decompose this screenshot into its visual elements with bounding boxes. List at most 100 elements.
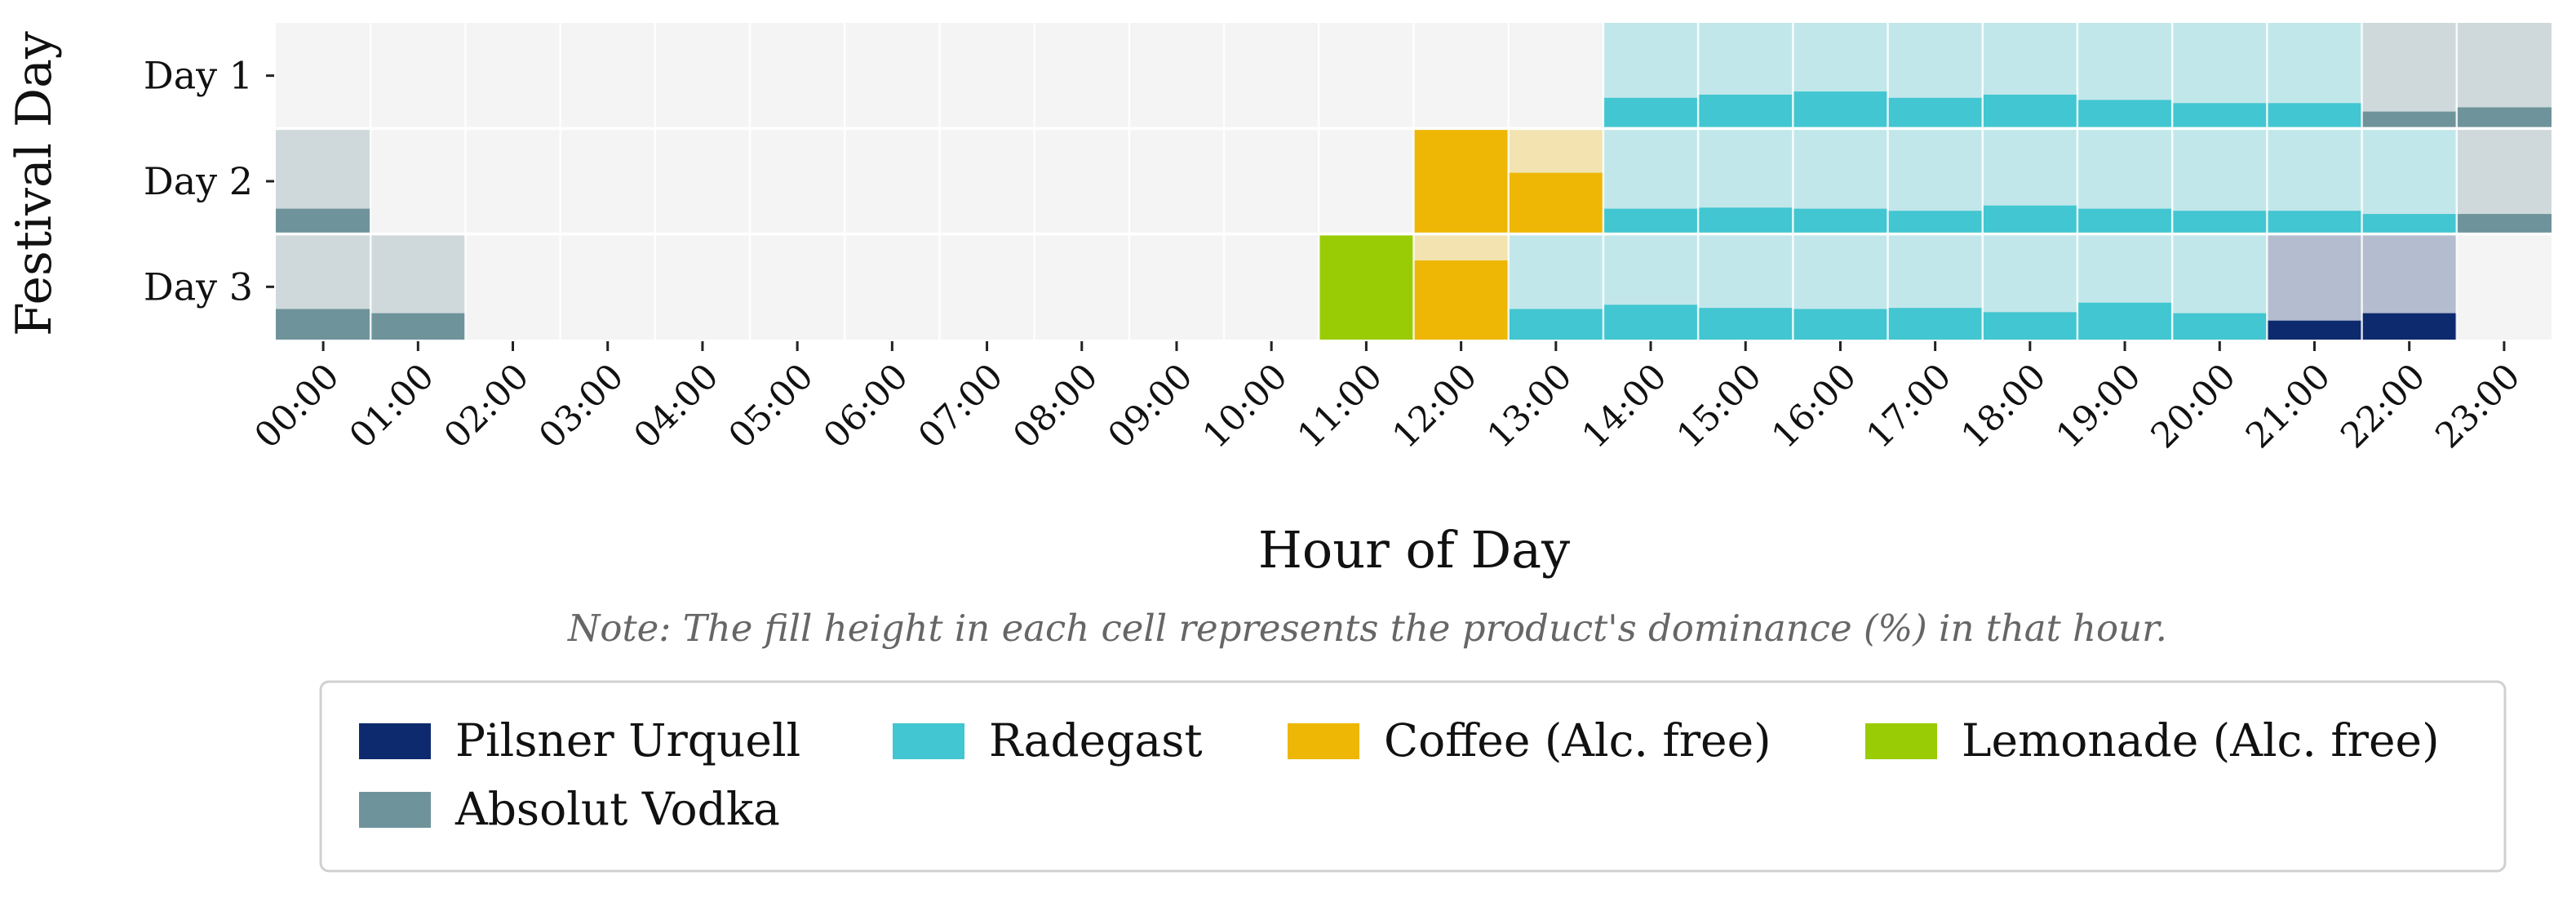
heatmap-cell — [2267, 233, 2362, 340]
dominance-fill-bar — [1319, 233, 1414, 340]
legend-swatch — [1865, 723, 1937, 759]
legend-label: Coffee (Alc. free) — [1384, 714, 1771, 767]
x-tick-label: 12:00 — [1385, 356, 1485, 456]
dominance-fill-bar — [1413, 128, 1509, 234]
heatmap-cell — [2077, 128, 2173, 234]
dominance-fill-bar — [2361, 313, 2457, 340]
heatmap-cell — [1793, 128, 1888, 234]
dominance-fill-bar — [1982, 205, 2077, 234]
heatmap-cell — [1698, 23, 1793, 129]
x-tick-label: 01:00 — [342, 356, 442, 456]
dominance-fill-bar — [1887, 211, 1983, 234]
y-tick-label: Day 2 — [144, 159, 253, 203]
dominance-fill-bar — [2077, 302, 2173, 340]
x-tick-label: 14:00 — [1575, 356, 1675, 456]
chart-note: Note: The fill height in each cell repre… — [567, 607, 2167, 650]
y-tick-label: Day 3 — [144, 265, 253, 309]
heatmap-cell — [1508, 233, 1603, 340]
dominance-fill-bar — [1698, 207, 1793, 234]
dominance-fill-bar — [1603, 208, 1699, 234]
dominance-fill-bar — [276, 208, 371, 234]
heatmap-cells — [276, 23, 2552, 340]
heatmap-cell — [1887, 23, 1983, 129]
heatmap-cell — [1413, 128, 1509, 234]
x-tick-label: 23:00 — [2427, 356, 2528, 456]
x-tick-label: 17:00 — [1859, 356, 1959, 456]
dominance-fill-bar — [1698, 94, 1793, 129]
legend-frame — [319, 680, 2507, 873]
dominance-fill-bar — [1887, 308, 1983, 340]
x-tick-label: 20:00 — [2144, 356, 2244, 456]
dominance-fill-bar — [1887, 97, 1983, 129]
legend-label: Absolut Vodka — [454, 783, 780, 835]
dominance-fill-bar — [2267, 211, 2362, 234]
x-tick-label: 16:00 — [1764, 356, 1864, 456]
x-tick-label: 11:00 — [1290, 356, 1390, 456]
dominance-fill-bar — [2077, 100, 2173, 129]
dominance-fill-bar — [1413, 260, 1509, 340]
heatmap-cell — [1413, 233, 1509, 340]
heatmap-cell — [1508, 128, 1603, 234]
legend: Pilsner Urquell Radegast Coffee (Alc. free… — [319, 680, 2507, 873]
heatmap-cell — [1319, 233, 1414, 340]
heatmap-cell — [1698, 233, 1793, 340]
heatmap-cell — [1887, 233, 1983, 340]
legend-label: Pilsner Urquell — [455, 714, 800, 767]
heatmap-cell — [1887, 128, 1983, 234]
heatmap-cell — [1982, 23, 2077, 129]
legend-item: Radegast — [893, 714, 1203, 767]
heatmap-cell — [2456, 128, 2552, 234]
x-axis-title: Hour of Day — [1258, 520, 1570, 580]
heatmap-cell — [276, 233, 371, 340]
dominance-fill-bar — [2456, 107, 2552, 129]
x-tick-label: 22:00 — [2333, 356, 2433, 456]
dominance-fill-bar — [2456, 214, 2552, 234]
legend-item: Coffee (Alc. free) — [1288, 714, 1771, 767]
y-tick-label: Day 1 — [144, 54, 253, 98]
x-tick-label: 02:00 — [437, 356, 537, 456]
heatmap-cell — [2267, 128, 2362, 234]
dominance-fill-bar — [1793, 309, 1888, 340]
x-tick-label: 04:00 — [627, 356, 727, 456]
heatmap-cell — [2172, 128, 2268, 234]
dominance-fill-bar — [2172, 211, 2268, 234]
heatmap-cell — [1698, 128, 1793, 234]
dominance-fill-bar — [2267, 103, 2362, 129]
dominance-fill-bar — [1982, 312, 2077, 340]
x-tick-label: 08:00 — [1005, 356, 1106, 456]
heatmap-cell — [2267, 23, 2362, 129]
legend-item: Lemonade (Alc. free) — [1865, 714, 2440, 767]
x-tick-label: 18:00 — [1953, 356, 2054, 456]
x-tick-label: 06:00 — [816, 356, 916, 456]
legend-swatch — [359, 723, 431, 759]
heatmap-cell — [2361, 233, 2457, 340]
heatmap-cell — [2172, 233, 2268, 340]
dominance-fill-bar — [2172, 313, 2268, 340]
dominance-fill-bar — [1508, 309, 1603, 340]
x-tick-label: 13:00 — [1479, 356, 1580, 456]
x-tick-label: 00:00 — [247, 356, 348, 456]
x-tick-label: 19:00 — [2049, 356, 2149, 456]
dominance-fill-bar — [1793, 208, 1888, 234]
grid-lines — [276, 23, 2552, 340]
dominance-fill-bar — [276, 309, 371, 340]
legend-swatch — [1288, 723, 1359, 759]
heatmap-cell — [2361, 23, 2457, 129]
heatmap-cell — [1603, 23, 1699, 129]
dominance-fill-bar — [2077, 208, 2173, 234]
y-axis-title: Festival Day — [6, 31, 63, 336]
x-tick-label: 07:00 — [911, 356, 1011, 456]
dominance-fill-bar — [2361, 214, 2457, 234]
heatmap-cell — [2077, 233, 2173, 340]
dominance-fill-bar — [1603, 97, 1699, 129]
legend-label: Radegast — [989, 714, 1203, 767]
x-tick-label: 21:00 — [2238, 356, 2339, 456]
x-tick-label: 09:00 — [1101, 356, 1201, 456]
dominance-fill-bar — [370, 313, 466, 340]
legend-item: Pilsner Urquell — [359, 714, 800, 767]
heatmap-cell — [2077, 23, 2173, 129]
heatmap-cell — [1603, 233, 1699, 340]
heatmap-cell — [1603, 128, 1699, 234]
heatmap-cell — [1982, 233, 2077, 340]
